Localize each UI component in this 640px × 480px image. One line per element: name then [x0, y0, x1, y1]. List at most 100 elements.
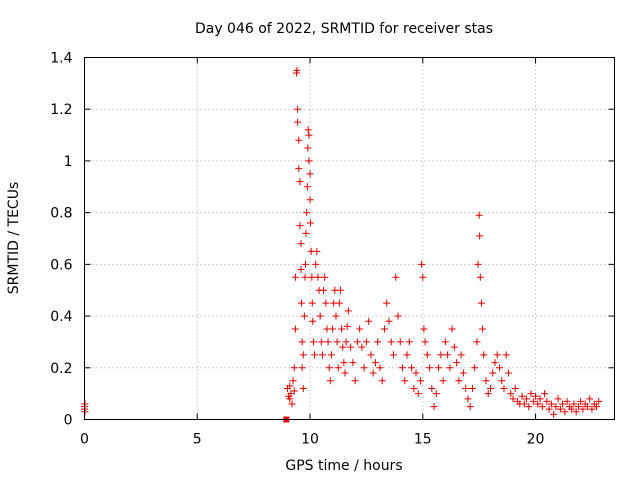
data-point [417, 377, 425, 385]
data-point [403, 351, 411, 359]
data-point [538, 403, 546, 411]
data-point [308, 273, 316, 281]
data-point [303, 183, 311, 191]
data-point [410, 384, 418, 392]
data-point [296, 222, 304, 230]
grid [84, 57, 615, 420]
data-point [498, 377, 506, 385]
data-points [81, 66, 603, 423]
data-point [317, 338, 325, 346]
data-point [311, 351, 319, 359]
data-point [301, 273, 309, 281]
data-point [305, 131, 313, 139]
data-point [412, 369, 420, 377]
data-point [295, 136, 303, 144]
data-point [401, 377, 409, 385]
data-point [511, 384, 519, 392]
data-point [290, 364, 298, 372]
data-point [592, 403, 600, 411]
data-point [329, 325, 337, 333]
y-tick-label: 1 [64, 154, 73, 170]
axis-ticks [84, 57, 615, 420]
data-point [299, 351, 307, 359]
data-point [288, 400, 296, 408]
data-point [338, 325, 346, 333]
chart-title: Day 046 of 2022, SRMTID for receiver sta… [195, 21, 493, 37]
data-point [336, 286, 344, 294]
data-point [335, 299, 343, 307]
data-point [491, 359, 499, 367]
data-point [302, 260, 310, 268]
data-point [362, 338, 370, 346]
data-point [435, 364, 443, 372]
data-point [326, 377, 334, 385]
data-point [380, 325, 388, 333]
data-point [552, 403, 560, 411]
data-point [419, 273, 427, 281]
data-point [342, 338, 350, 346]
data-point [595, 397, 603, 405]
data-point [464, 395, 472, 403]
plot-frame [84, 57, 615, 420]
data-point [543, 397, 551, 405]
data-point [332, 312, 340, 320]
data-point [437, 351, 445, 359]
data-point [360, 364, 368, 372]
x-axis-label: GPS time / hours [285, 458, 402, 474]
data-point [325, 364, 333, 372]
data-point [374, 338, 382, 346]
data-point [321, 273, 329, 281]
data-point [474, 260, 482, 268]
data-point [414, 390, 422, 398]
data-point [529, 397, 537, 405]
data-point [479, 325, 487, 333]
data-point [383, 299, 391, 307]
data-point [532, 392, 540, 400]
data-point [399, 364, 406, 372]
data-point [559, 400, 567, 408]
data-point [358, 343, 366, 351]
data-point [298, 364, 306, 372]
data-point [475, 211, 483, 219]
data-point [293, 66, 301, 74]
data-point [312, 260, 320, 268]
x-tick-label: 5 [193, 432, 202, 448]
data-point [550, 410, 558, 418]
data-point [489, 369, 497, 377]
data-point [289, 377, 297, 385]
data-point [316, 312, 324, 320]
data-point [468, 384, 476, 392]
data-point [486, 384, 494, 392]
data-point [309, 338, 317, 346]
data-point [563, 397, 571, 405]
data-point [322, 299, 330, 307]
data-point [588, 405, 596, 413]
data-point [341, 369, 349, 377]
y-tick-label: 0.8 [50, 206, 72, 222]
data-point [426, 364, 434, 372]
data-point [309, 317, 317, 325]
data-point [466, 403, 474, 411]
data-point [306, 196, 314, 204]
y-tick-label: 1.2 [50, 102, 72, 118]
data-point [450, 343, 458, 351]
data-point [408, 364, 416, 372]
data-point [476, 232, 484, 240]
data-point [455, 377, 463, 385]
data-point [365, 317, 373, 325]
data-point [392, 273, 400, 281]
data-point [554, 395, 562, 403]
data-point [453, 359, 461, 367]
data-point [541, 390, 549, 398]
data-point [369, 369, 377, 377]
data-point [457, 351, 465, 359]
data-point [367, 351, 375, 359]
data-point [477, 299, 485, 307]
data-point [308, 299, 316, 307]
data-point [432, 390, 440, 398]
data-point [297, 266, 305, 274]
data-point [297, 299, 305, 307]
data-point [294, 118, 302, 126]
data-point [343, 322, 351, 330]
data-point [290, 387, 298, 395]
